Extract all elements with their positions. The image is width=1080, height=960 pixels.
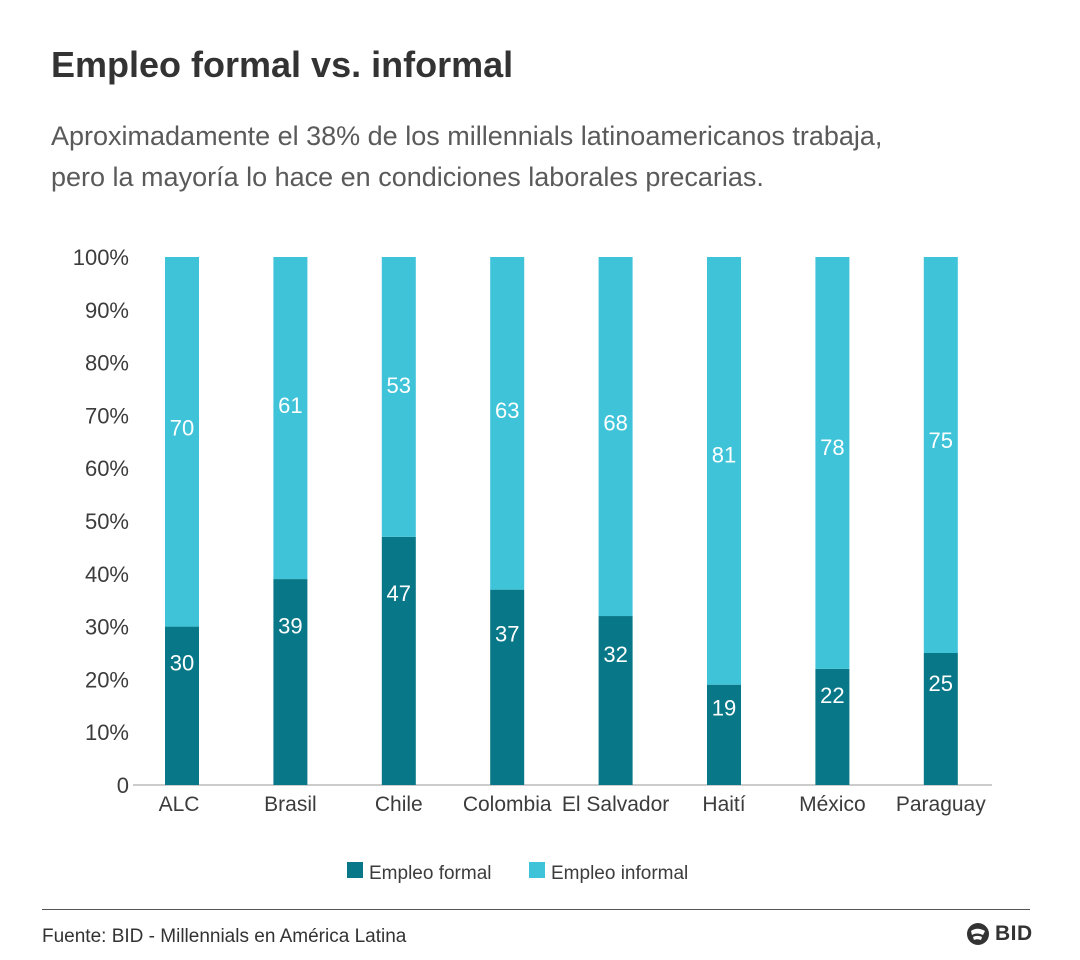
chart-axes: 0 10% 20% 30% 40% 50% 60% 70% 80% 90% 100% ALC Brasi… bbox=[73, 245, 992, 816]
value-label-formal: 37 bbox=[495, 622, 519, 647]
x-category-label: Brasil bbox=[264, 793, 317, 816]
bar-segment-formal bbox=[490, 589, 525, 785]
x-category-label: Paraguay bbox=[896, 793, 986, 816]
chart-subtitle-line-2: pero la mayoría lo hace en condiciones l… bbox=[51, 162, 764, 192]
value-label-informal: 61 bbox=[278, 393, 302, 418]
y-tick-label: 100% bbox=[73, 245, 129, 270]
bar-segment-informal bbox=[598, 257, 633, 617]
source-note: Fuente: BID - Millennials en América Lat… bbox=[42, 926, 407, 947]
value-label-informal: 63 bbox=[495, 398, 519, 423]
value-label-informal: 78 bbox=[820, 435, 844, 460]
value-label-formal: 32 bbox=[603, 642, 627, 667]
legend-label: Empleo formal bbox=[369, 863, 492, 884]
value-label-formal: 22 bbox=[820, 683, 844, 708]
y-tick-label: 50% bbox=[85, 509, 129, 534]
value-label-informal: 75 bbox=[929, 428, 953, 453]
y-tick-label: 90% bbox=[85, 298, 129, 323]
y-tick-label: 30% bbox=[85, 615, 129, 640]
y-tick-label: 80% bbox=[85, 351, 129, 376]
value-label-formal: 30 bbox=[170, 650, 194, 675]
chart-subtitle-line-1: Aproximadamente el 38% de los millennial… bbox=[51, 121, 883, 151]
bar-segment-informal bbox=[815, 257, 850, 669]
y-tick-label: 60% bbox=[85, 456, 129, 481]
legend-formal: Empleo formal bbox=[347, 862, 492, 884]
bar-segment-formal bbox=[923, 653, 958, 785]
bar-segment-informal bbox=[923, 257, 958, 653]
legend-label: Empleo informal bbox=[551, 863, 688, 884]
bar-segment-informal bbox=[165, 257, 199, 627]
value-label-informal: 70 bbox=[170, 415, 194, 440]
bar-segment-formal bbox=[381, 536, 416, 785]
x-category-label: ALC bbox=[159, 793, 200, 816]
footer-divider bbox=[42, 909, 1030, 910]
value-label-informal: 68 bbox=[603, 410, 627, 435]
chart-legend: Empleo formal Empleo informal bbox=[347, 862, 688, 884]
value-label-formal: 19 bbox=[712, 695, 736, 720]
x-category-label: Haití bbox=[702, 793, 745, 816]
y-tick-label: 10% bbox=[85, 720, 129, 745]
chart-title: Empleo formal vs. informal bbox=[51, 44, 514, 85]
value-label-informal: 53 bbox=[387, 373, 411, 398]
x-category-label: Chile bbox=[375, 793, 423, 816]
bar-segment-formal bbox=[815, 668, 850, 785]
y-tick-label: 70% bbox=[85, 403, 129, 428]
bar-segment-formal bbox=[707, 684, 741, 785]
x-category-label: Colombia bbox=[463, 793, 552, 816]
bar-segment-formal bbox=[273, 579, 308, 785]
bar-segment-formal bbox=[598, 616, 633, 785]
chart-bars: 30 70 39 61 47 53 37 63 32 68 19 81 22 78 25 75 bbox=[165, 257, 958, 785]
legend-swatch bbox=[529, 862, 545, 878]
bid-logo-text: BID bbox=[995, 922, 1033, 945]
bar-segment-formal bbox=[165, 626, 199, 785]
value-label-formal: 39 bbox=[278, 613, 302, 638]
x-category-label: El Salvador bbox=[562, 793, 669, 816]
bid-logo: BID bbox=[966, 922, 1033, 946]
legend-swatch bbox=[347, 862, 363, 878]
x-category-label: México bbox=[799, 793, 866, 816]
bid-emblem-icon bbox=[967, 923, 989, 945]
legend-informal: Empleo informal bbox=[529, 862, 688, 884]
y-tick-label: 40% bbox=[85, 562, 129, 587]
value-label-formal: 25 bbox=[929, 671, 953, 696]
value-label-formal: 47 bbox=[387, 581, 411, 606]
bar-segment-informal bbox=[273, 257, 308, 580]
bar-segment-informal bbox=[707, 257, 741, 685]
y-tick-label: 0 bbox=[117, 773, 129, 798]
y-tick-label: 20% bbox=[85, 667, 129, 692]
bar-segment-informal bbox=[490, 257, 525, 590]
bar-segment-informal bbox=[381, 257, 416, 537]
value-label-informal: 81 bbox=[712, 443, 736, 468]
